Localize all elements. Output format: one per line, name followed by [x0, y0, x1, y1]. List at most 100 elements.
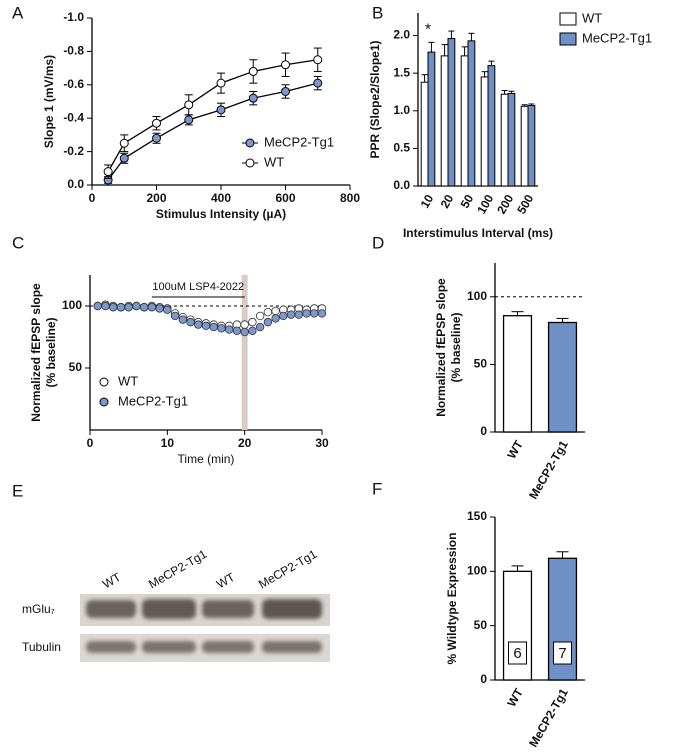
- bar: [500, 93, 509, 187]
- western-blot: E WT MeCP2-Tg1 WT MeCP2-Tg1 mGlu₇ Tubuli…: [12, 481, 330, 662]
- x-tick-label: MeCP2-Tg1: [526, 686, 571, 750]
- data-point: [152, 133, 161, 143]
- data-point: [240, 320, 249, 329]
- series-line: [107, 82, 318, 181]
- data-point: [313, 78, 323, 88]
- x-tick-label: WT: [504, 438, 526, 462]
- data-point: [232, 326, 242, 335]
- data-point: [163, 305, 172, 314]
- y-axis-label: Normalized fEPSP slope: [29, 283, 43, 422]
- data-point: [184, 100, 194, 110]
- bar: [427, 51, 436, 187]
- x-axis-label: Time (min): [178, 452, 235, 466]
- legend-marker: [245, 158, 255, 168]
- data-point: [281, 60, 290, 70]
- y-tick-label: 0.0: [393, 178, 410, 192]
- x-tick-label: 30: [315, 436, 329, 450]
- y-tick-label: -0.4: [63, 110, 84, 124]
- n-box: [553, 641, 572, 665]
- bar: [487, 65, 496, 187]
- data-point: [310, 309, 319, 318]
- y-tick-label: -0.2: [63, 144, 84, 158]
- data-point: [302, 309, 311, 318]
- legend-label: WT: [118, 373, 138, 388]
- data-point: [184, 115, 194, 125]
- data-point: [93, 301, 102, 311]
- annotation: *: [425, 22, 431, 39]
- y-tick-label: -0.6: [63, 77, 84, 91]
- data-point: [139, 303, 149, 312]
- bar: [507, 92, 516, 187]
- legend-label: WT: [264, 154, 284, 169]
- y-tick-label: -0.8: [63, 44, 84, 58]
- y-axis-label: % Wildtype Expression: [445, 533, 459, 665]
- series-line: [107, 59, 318, 172]
- y-axis-label: (% baseline): [449, 312, 463, 382]
- y-tick-label: 100: [467, 289, 487, 303]
- data-point: [155, 304, 164, 313]
- data-point: [279, 311, 288, 321]
- legend-swatch: [559, 32, 577, 46]
- data-point: [119, 138, 129, 148]
- legend-label: MeCP2-Tg1: [582, 30, 652, 45]
- data-point: [216, 78, 226, 88]
- data-point: [201, 321, 211, 331]
- row-label: mGlu₇: [22, 602, 55, 616]
- x-tick-label: 800: [340, 191, 360, 205]
- x-tick-label: 400: [211, 191, 231, 205]
- y-tick-label: 0: [480, 672, 487, 686]
- data-point: [263, 317, 273, 327]
- data-point: [263, 308, 273, 317]
- x-tick-label: 10: [161, 436, 175, 450]
- x-tick-label: 500: [514, 192, 536, 217]
- legend-label: MeCP2-Tg1: [264, 134, 334, 149]
- data-point: [281, 86, 290, 96]
- y-tick-label: 1.0: [393, 103, 410, 117]
- data-point: [248, 317, 257, 327]
- y-tick-label: 50: [69, 360, 83, 374]
- y-tick-label: 100: [467, 564, 487, 578]
- legend-label: MeCP2-Tg1: [118, 393, 188, 408]
- data-point: [101, 301, 110, 311]
- x-tick-label: 100: [474, 192, 496, 217]
- y-tick-label: 50: [474, 618, 488, 632]
- blot-bands: [86, 599, 322, 653]
- n-label: 7: [558, 645, 566, 662]
- bar: [527, 105, 536, 187]
- data-point: [152, 118, 161, 128]
- n-box: [508, 641, 527, 665]
- bar: [440, 55, 449, 187]
- data-point: [317, 309, 327, 318]
- x-tick-label: 200: [146, 191, 166, 205]
- x-tick-label: 0: [87, 436, 94, 450]
- row-label: Tubulin: [22, 640, 61, 654]
- panel-label: E: [12, 481, 23, 500]
- lane-label: MeCP2-Tg1: [256, 547, 319, 592]
- panel-label: A: [12, 3, 24, 22]
- y-axis-label: PPR (Slope2/Slope1): [368, 40, 382, 158]
- x-tick-label: 200: [494, 192, 516, 217]
- bar: [520, 105, 529, 187]
- x-tick-label: 0: [89, 191, 96, 205]
- bar: [447, 38, 456, 187]
- bar: [480, 76, 489, 187]
- shaded-band: [241, 275, 248, 430]
- data-point: [170, 311, 180, 321]
- data-point: [103, 167, 113, 177]
- lane-label: WT: [100, 570, 124, 592]
- data-point: [119, 153, 129, 163]
- legend-label: WT: [582, 10, 602, 25]
- data-point: [186, 317, 195, 327]
- data-point: [178, 315, 187, 324]
- legend-marker: [99, 397, 109, 407]
- annotation: 100uM LSP4-2022: [152, 281, 244, 293]
- data-point: [248, 326, 257, 335]
- x-tick-label: 10: [418, 192, 437, 211]
- y-tick-label: 100: [62, 298, 82, 312]
- data-point: [224, 325, 234, 334]
- x-tick-label: 20: [438, 192, 457, 211]
- panel-label: B: [372, 3, 383, 22]
- panel-label: C: [12, 233, 24, 252]
- data-point: [255, 311, 265, 321]
